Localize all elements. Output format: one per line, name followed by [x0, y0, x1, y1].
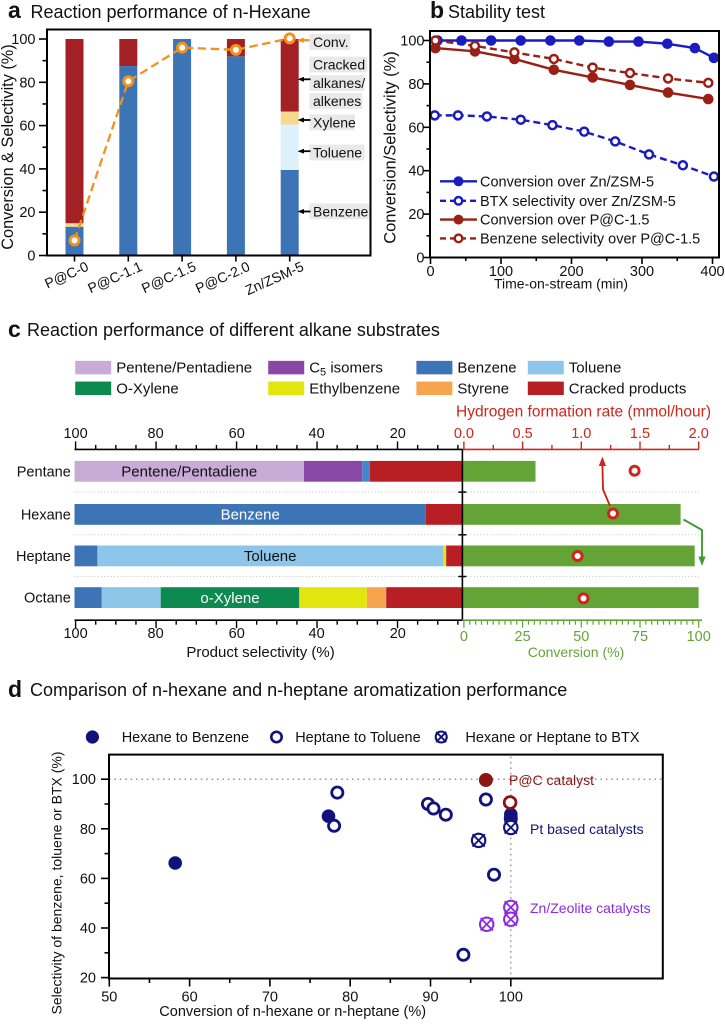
svg-text:Zn/Zeolite catalysts: Zn/Zeolite catalysts: [530, 900, 651, 916]
svg-text:1.5: 1.5: [630, 426, 650, 442]
svg-text:Conversion over Zn/ZSM-5: Conversion over Zn/ZSM-5: [480, 174, 654, 190]
svg-text:Hexane or Heptane to BTX: Hexane or Heptane to BTX: [465, 730, 639, 746]
svg-text:d: d: [8, 676, 22, 702]
svg-text:BTX selectivity over Zn/ZSM-5: BTX selectivity over Zn/ZSM-5: [480, 194, 676, 210]
svg-text:300: 300: [630, 264, 654, 280]
svg-text:0: 0: [416, 251, 424, 267]
svg-text:80: 80: [19, 75, 35, 91]
svg-text:Reaction performance of differ: Reaction performance of different alkane…: [27, 320, 440, 340]
svg-text:c: c: [8, 316, 21, 342]
svg-text:Conversion of n-hexane or n-he: Conversion of n-hexane or n-heptane (%): [159, 1004, 426, 1020]
svg-text:Toluene: Toluene: [569, 360, 622, 377]
svg-text:0: 0: [460, 629, 468, 645]
svg-text:200: 200: [559, 264, 583, 280]
svg-text:60: 60: [229, 426, 245, 442]
svg-text:100: 100: [489, 264, 513, 280]
svg-text:80: 80: [342, 990, 358, 1006]
svg-text:100: 100: [11, 32, 35, 48]
svg-text:60: 60: [408, 120, 424, 136]
svg-text:Conversion/Selectivity (%): Conversion/Selectivity (%): [382, 51, 400, 244]
svg-text:Product selectivity (%): Product selectivity (%): [186, 644, 334, 661]
svg-text:Hydrogen formation rate (mmol/: Hydrogen formation rate (mmol/hour): [456, 404, 711, 421]
svg-text:Hexane to Benzene: Hexane to Benzene: [122, 730, 249, 746]
svg-text:50: 50: [573, 629, 589, 645]
svg-text:Time-on-stream (min): Time-on-stream (min): [494, 276, 628, 292]
svg-text:O-Xylene: O-Xylene: [116, 380, 179, 397]
svg-text:alkanes/: alkanes/: [313, 75, 365, 91]
svg-text:80: 80: [80, 822, 96, 838]
svg-text:20: 20: [19, 205, 35, 221]
svg-text:Octane: Octane: [24, 591, 71, 607]
svg-text:1.0: 1.0: [571, 426, 591, 442]
svg-text:100: 100: [400, 34, 424, 50]
svg-text:Cracked products: Cracked products: [569, 380, 687, 397]
svg-text:o-Xylene: o-Xylene: [200, 590, 259, 607]
svg-text:100: 100: [72, 772, 96, 788]
svg-text:alkenes: alkenes: [313, 93, 361, 109]
svg-text:25: 25: [515, 629, 531, 645]
svg-text:0.5: 0.5: [513, 426, 533, 442]
svg-text:70: 70: [262, 990, 278, 1006]
svg-text:Heptane: Heptane: [16, 549, 71, 565]
svg-text:Conversion over P@C-1.5: Conversion over P@C-1.5: [480, 213, 649, 229]
svg-text:60: 60: [80, 871, 96, 887]
svg-text:100: 100: [499, 990, 523, 1006]
svg-text:Pentene/Pentadiene: Pentene/Pentadiene: [116, 360, 252, 377]
svg-text:Cracked: Cracked: [313, 57, 365, 73]
svg-text:Benzene: Benzene: [313, 203, 368, 219]
svg-text:60: 60: [229, 626, 245, 642]
svg-text:40: 40: [80, 921, 96, 937]
svg-text:Conversion & Selectivity (%): Conversion & Selectivity (%): [0, 44, 17, 249]
svg-text:Stability test: Stability test: [448, 2, 545, 22]
svg-text:20: 20: [80, 971, 96, 987]
svg-text:60: 60: [19, 119, 35, 135]
svg-text:b: b: [430, 0, 444, 23]
svg-text:Hexane: Hexane: [21, 507, 71, 523]
svg-text:Ethylbenzene: Ethylbenzene: [309, 380, 400, 397]
svg-text:Benzene: Benzene: [457, 360, 516, 377]
svg-text:40: 40: [408, 164, 424, 180]
svg-text:75: 75: [632, 629, 648, 645]
svg-text:Styrene: Styrene: [457, 380, 509, 397]
svg-text:Comparison of n-hexane and n-h: Comparison of n-hexane and n-heptane aro…: [30, 680, 567, 700]
svg-text:100: 100: [687, 629, 711, 645]
svg-text:C5 isomers: C5 isomers: [309, 360, 383, 379]
svg-text:40: 40: [19, 162, 35, 178]
svg-text:Benzene: Benzene: [221, 507, 280, 524]
svg-text:Heptane to Toluene: Heptane to Toluene: [295, 730, 421, 746]
svg-text:80: 80: [408, 77, 424, 93]
svg-text:Pentene/Pentadiene: Pentene/Pentadiene: [121, 464, 257, 481]
svg-text:60: 60: [182, 990, 198, 1006]
svg-text:400: 400: [700, 264, 724, 280]
svg-text:Benzene selectivity over P@C-1: Benzene selectivity over P@C-1.5: [480, 231, 700, 247]
svg-text:P@C catalyst: P@C catalyst: [509, 772, 594, 788]
svg-text:20: 20: [390, 426, 406, 442]
svg-text:Conv.: Conv.: [313, 34, 349, 50]
svg-text:a: a: [8, 0, 21, 23]
svg-text:Pentane: Pentane: [17, 464, 71, 480]
svg-text:0: 0: [27, 249, 35, 265]
svg-text:20: 20: [390, 626, 406, 642]
svg-text:40: 40: [309, 626, 325, 642]
svg-text:100: 100: [63, 426, 87, 442]
svg-text:80: 80: [148, 626, 164, 642]
svg-text:Xylene: Xylene: [313, 114, 356, 130]
svg-text:20: 20: [408, 207, 424, 223]
svg-text:80: 80: [148, 426, 164, 442]
svg-text:Selectivity of benzene, toluen: Selectivity of benzene, toluene or BTX (…: [49, 751, 65, 1014]
svg-text:50: 50: [101, 990, 117, 1006]
svg-text:2.0: 2.0: [689, 426, 709, 442]
svg-text:Pt based catalysts: Pt based catalysts: [530, 821, 644, 837]
svg-text:0.0: 0.0: [454, 426, 474, 442]
svg-text:40: 40: [309, 426, 325, 442]
svg-text:Toluene: Toluene: [313, 145, 362, 161]
svg-text:0: 0: [426, 264, 434, 280]
svg-text:Toluene: Toluene: [244, 548, 297, 565]
svg-text:90: 90: [422, 990, 438, 1006]
svg-text:100: 100: [63, 626, 87, 642]
svg-text:Reaction performance of n-Hexa: Reaction performance of n-Hexane: [31, 2, 311, 22]
svg-text:Conversion (%): Conversion (%): [528, 644, 624, 660]
